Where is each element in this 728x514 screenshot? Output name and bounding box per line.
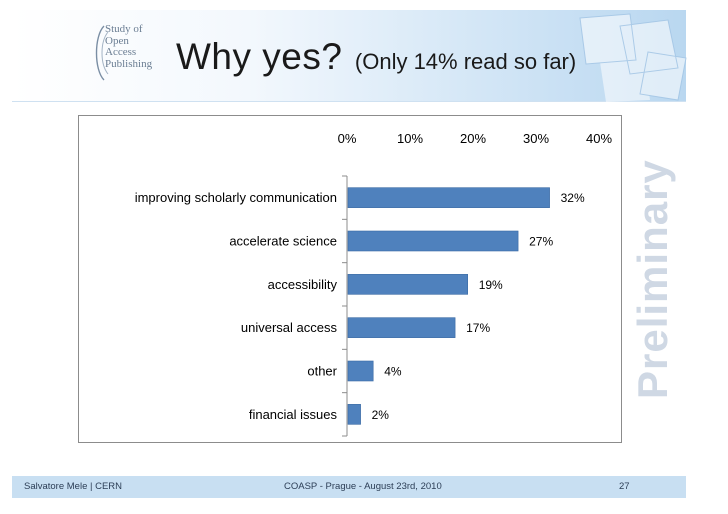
footer-bar: Salvatore Mele | CERN COASP - Prague - A…	[12, 476, 686, 498]
x-tick-label: 20%	[460, 131, 486, 146]
bar	[347, 274, 468, 295]
bar	[347, 187, 550, 208]
header-band	[12, 10, 686, 102]
category-label: accessibility	[268, 277, 338, 292]
bar	[347, 360, 374, 382]
category-label: accelerate science	[229, 234, 337, 249]
logo-line: Study of	[105, 23, 143, 35]
footer-author: Salvatore Mele | CERN	[24, 481, 123, 492]
footer-page-number: 27	[619, 481, 630, 492]
papers-decoration-icon	[579, 13, 687, 102]
category-label: other	[307, 364, 337, 379]
soap-logo-text: Study of Open Access Publishing	[105, 23, 165, 70]
data-label: 32%	[561, 191, 585, 205]
header-divider	[12, 101, 686, 102]
chart-frame: 0% 10% 20% 30% 40% improving scholarly commun…	[78, 115, 622, 443]
x-tick-label: 0%	[338, 131, 357, 146]
category-label: improving scholarly communication	[135, 190, 337, 205]
data-label: 27%	[529, 235, 553, 249]
logo-line: Access	[105, 46, 137, 59]
data-label: 19%	[479, 278, 503, 292]
data-label: 2%	[372, 408, 390, 422]
data-label: 17%	[466, 321, 490, 335]
x-tick-label: 40%	[586, 131, 612, 146]
data-label: 4%	[384, 365, 402, 379]
footer-event: COASP - Prague - August 23rd, 2010	[284, 481, 442, 492]
preliminary-watermark: Preliminary	[629, 159, 676, 399]
x-tick-label: 30%	[523, 131, 549, 146]
category-label: financial issues	[249, 407, 338, 422]
title-sub: (Only 14% read so far)	[354, 49, 577, 74]
category-label: universal access	[241, 320, 338, 335]
slide-title: Why yes? (Only 14% read so far)	[176, 36, 576, 78]
logo-line: Open	[105, 34, 129, 47]
soap-logo-icon	[95, 25, 109, 81]
x-tick-label: 10%	[397, 131, 423, 146]
bar	[347, 317, 456, 338]
bar-chart: 0% 10% 20% 30% 40% improving scholarly commun…	[135, 131, 612, 437]
bar	[347, 230, 519, 252]
bar	[347, 404, 361, 425]
logo-line: Publishing	[105, 57, 153, 70]
title-main: Why yes?	[176, 36, 343, 77]
